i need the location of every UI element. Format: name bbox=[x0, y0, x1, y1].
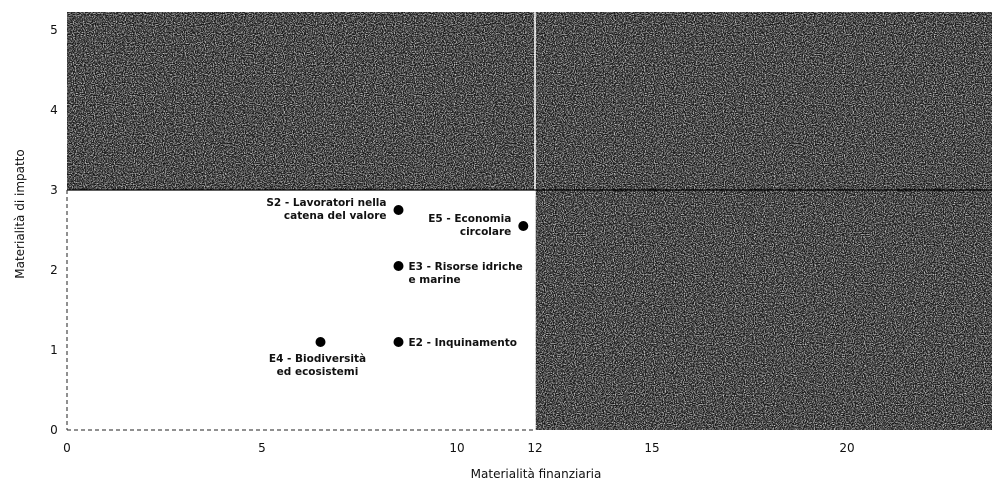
quadrant-lower-right-texture bbox=[535, 190, 992, 430]
data-label-line: circolare bbox=[460, 226, 511, 238]
y-tick-label: 2 bbox=[50, 263, 58, 277]
data-label-line: E3 - Risorse idriche bbox=[409, 261, 523, 273]
data-label-line: e marine bbox=[409, 274, 461, 286]
data-point bbox=[315, 337, 326, 347]
data-label-line: S2 - Lavoratori nella bbox=[266, 197, 386, 209]
x-tick-label: 0 bbox=[63, 441, 71, 455]
y-tick-label: 3 bbox=[50, 183, 58, 197]
y-tick-label: 5 bbox=[50, 23, 58, 37]
data-label: E3 - Risorse idriche e marine bbox=[409, 261, 523, 286]
data-points bbox=[315, 205, 529, 347]
x-tick-label: 15 bbox=[644, 441, 659, 455]
quadrant-upper-right-texture bbox=[535, 12, 992, 190]
data-label-line: E2 - Inquinamento bbox=[409, 337, 517, 349]
y-tick-label: 4 bbox=[50, 103, 58, 117]
data-label-line: ed ecosistemi bbox=[277, 366, 359, 378]
x-axis-title: Materialità finanziaria bbox=[471, 467, 602, 481]
data-labels: S2 - Lavoratori nella catena del valore E5… bbox=[266, 197, 522, 378]
quadrant-lower-left bbox=[67, 190, 535, 430]
data-point bbox=[518, 221, 529, 231]
x-tick-label: 20 bbox=[839, 441, 854, 455]
data-label: E2 - Inquinamento bbox=[409, 337, 517, 349]
data-label: E4 - Biodiversità ed ecosistemi bbox=[269, 353, 366, 378]
data-point bbox=[393, 205, 404, 215]
x-tick-label: 12 bbox=[527, 441, 542, 455]
data-label: E5 - Economia circolare bbox=[428, 213, 511, 238]
y-tick-label: 0 bbox=[50, 423, 58, 437]
x-tick-label: 10 bbox=[449, 441, 464, 455]
data-point bbox=[393, 261, 404, 271]
data-label-line: catena del valore bbox=[284, 210, 387, 222]
y-axis-title: Materialità di impatto bbox=[13, 149, 27, 278]
y-tick-label: 1 bbox=[50, 343, 58, 357]
x-tick-label: 5 bbox=[258, 441, 266, 455]
data-point bbox=[393, 337, 404, 347]
data-label-line: E4 - Biodiversità bbox=[269, 353, 366, 365]
data-label-line: E5 - Economia bbox=[428, 213, 511, 225]
quadrant-upper-left-texture bbox=[67, 12, 535, 190]
data-label: S2 - Lavoratori nella catena del valore bbox=[266, 197, 386, 222]
quadrant-backgrounds bbox=[67, 12, 992, 430]
